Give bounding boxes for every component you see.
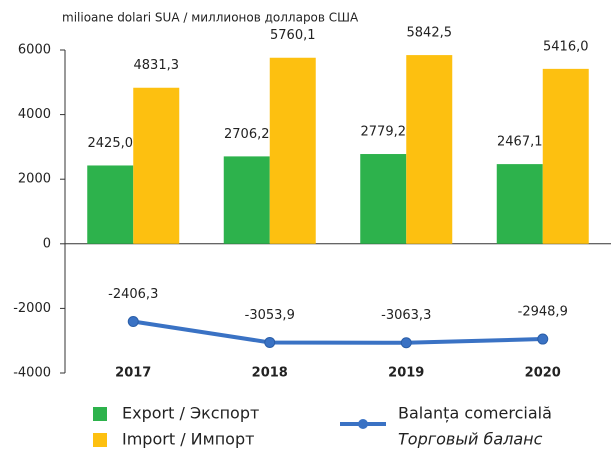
data-label: 2467,1 [497, 135, 543, 150]
data-label: 2425,0 [88, 136, 134, 151]
y-tick-label: -2000 [13, 301, 51, 316]
y-tick-label: 0 [43, 236, 51, 251]
x-tick-label: 2018 [252, 366, 288, 381]
point [264, 336, 276, 348]
bar [406, 55, 453, 244]
data-label: -3053,9 [245, 308, 295, 323]
point [127, 316, 139, 328]
legend-label: Import / Импорт [122, 430, 254, 449]
data-label: 5760,1 [270, 28, 316, 43]
y-tick-label: 6000 [18, 43, 51, 58]
data-label: 4831,3 [134, 58, 180, 73]
bar [542, 68, 589, 244]
data-label: -2406,3 [108, 287, 158, 302]
point [537, 333, 549, 345]
bar [87, 165, 134, 244]
data-label: -3063,3 [381, 308, 431, 323]
axis-title: milioane dolari SUA / миллионов долларов… [62, 11, 359, 25]
legend-label: Торговый баланс [398, 430, 543, 449]
bar [269, 57, 316, 244]
legend-marker [358, 419, 368, 429]
y-tick-label: 4000 [18, 107, 51, 122]
bar [133, 87, 180, 244]
legend-swatch [93, 407, 107, 421]
x-tick-label: 2019 [388, 366, 424, 381]
data-label: 5416,0 [543, 39, 589, 54]
data-label: -2948,9 [518, 305, 568, 320]
legend-swatch [93, 433, 107, 447]
bar [360, 154, 407, 244]
legend-label: Balanța comercială [398, 404, 552, 423]
bar [223, 156, 270, 244]
line [132, 319, 543, 345]
x-tick-label: 2020 [525, 366, 561, 381]
point [400, 337, 412, 349]
y-tick-label: -4000 [13, 366, 51, 381]
x-tick-label: 2017 [115, 366, 151, 381]
y-tick-label: 2000 [18, 172, 51, 187]
data-label: 2779,2 [361, 125, 407, 140]
bar [496, 164, 543, 244]
data-label: 5842,5 [407, 26, 453, 41]
legend-label: Export / Экспорт [122, 404, 259, 423]
data-label: 2706,2 [224, 127, 270, 142]
